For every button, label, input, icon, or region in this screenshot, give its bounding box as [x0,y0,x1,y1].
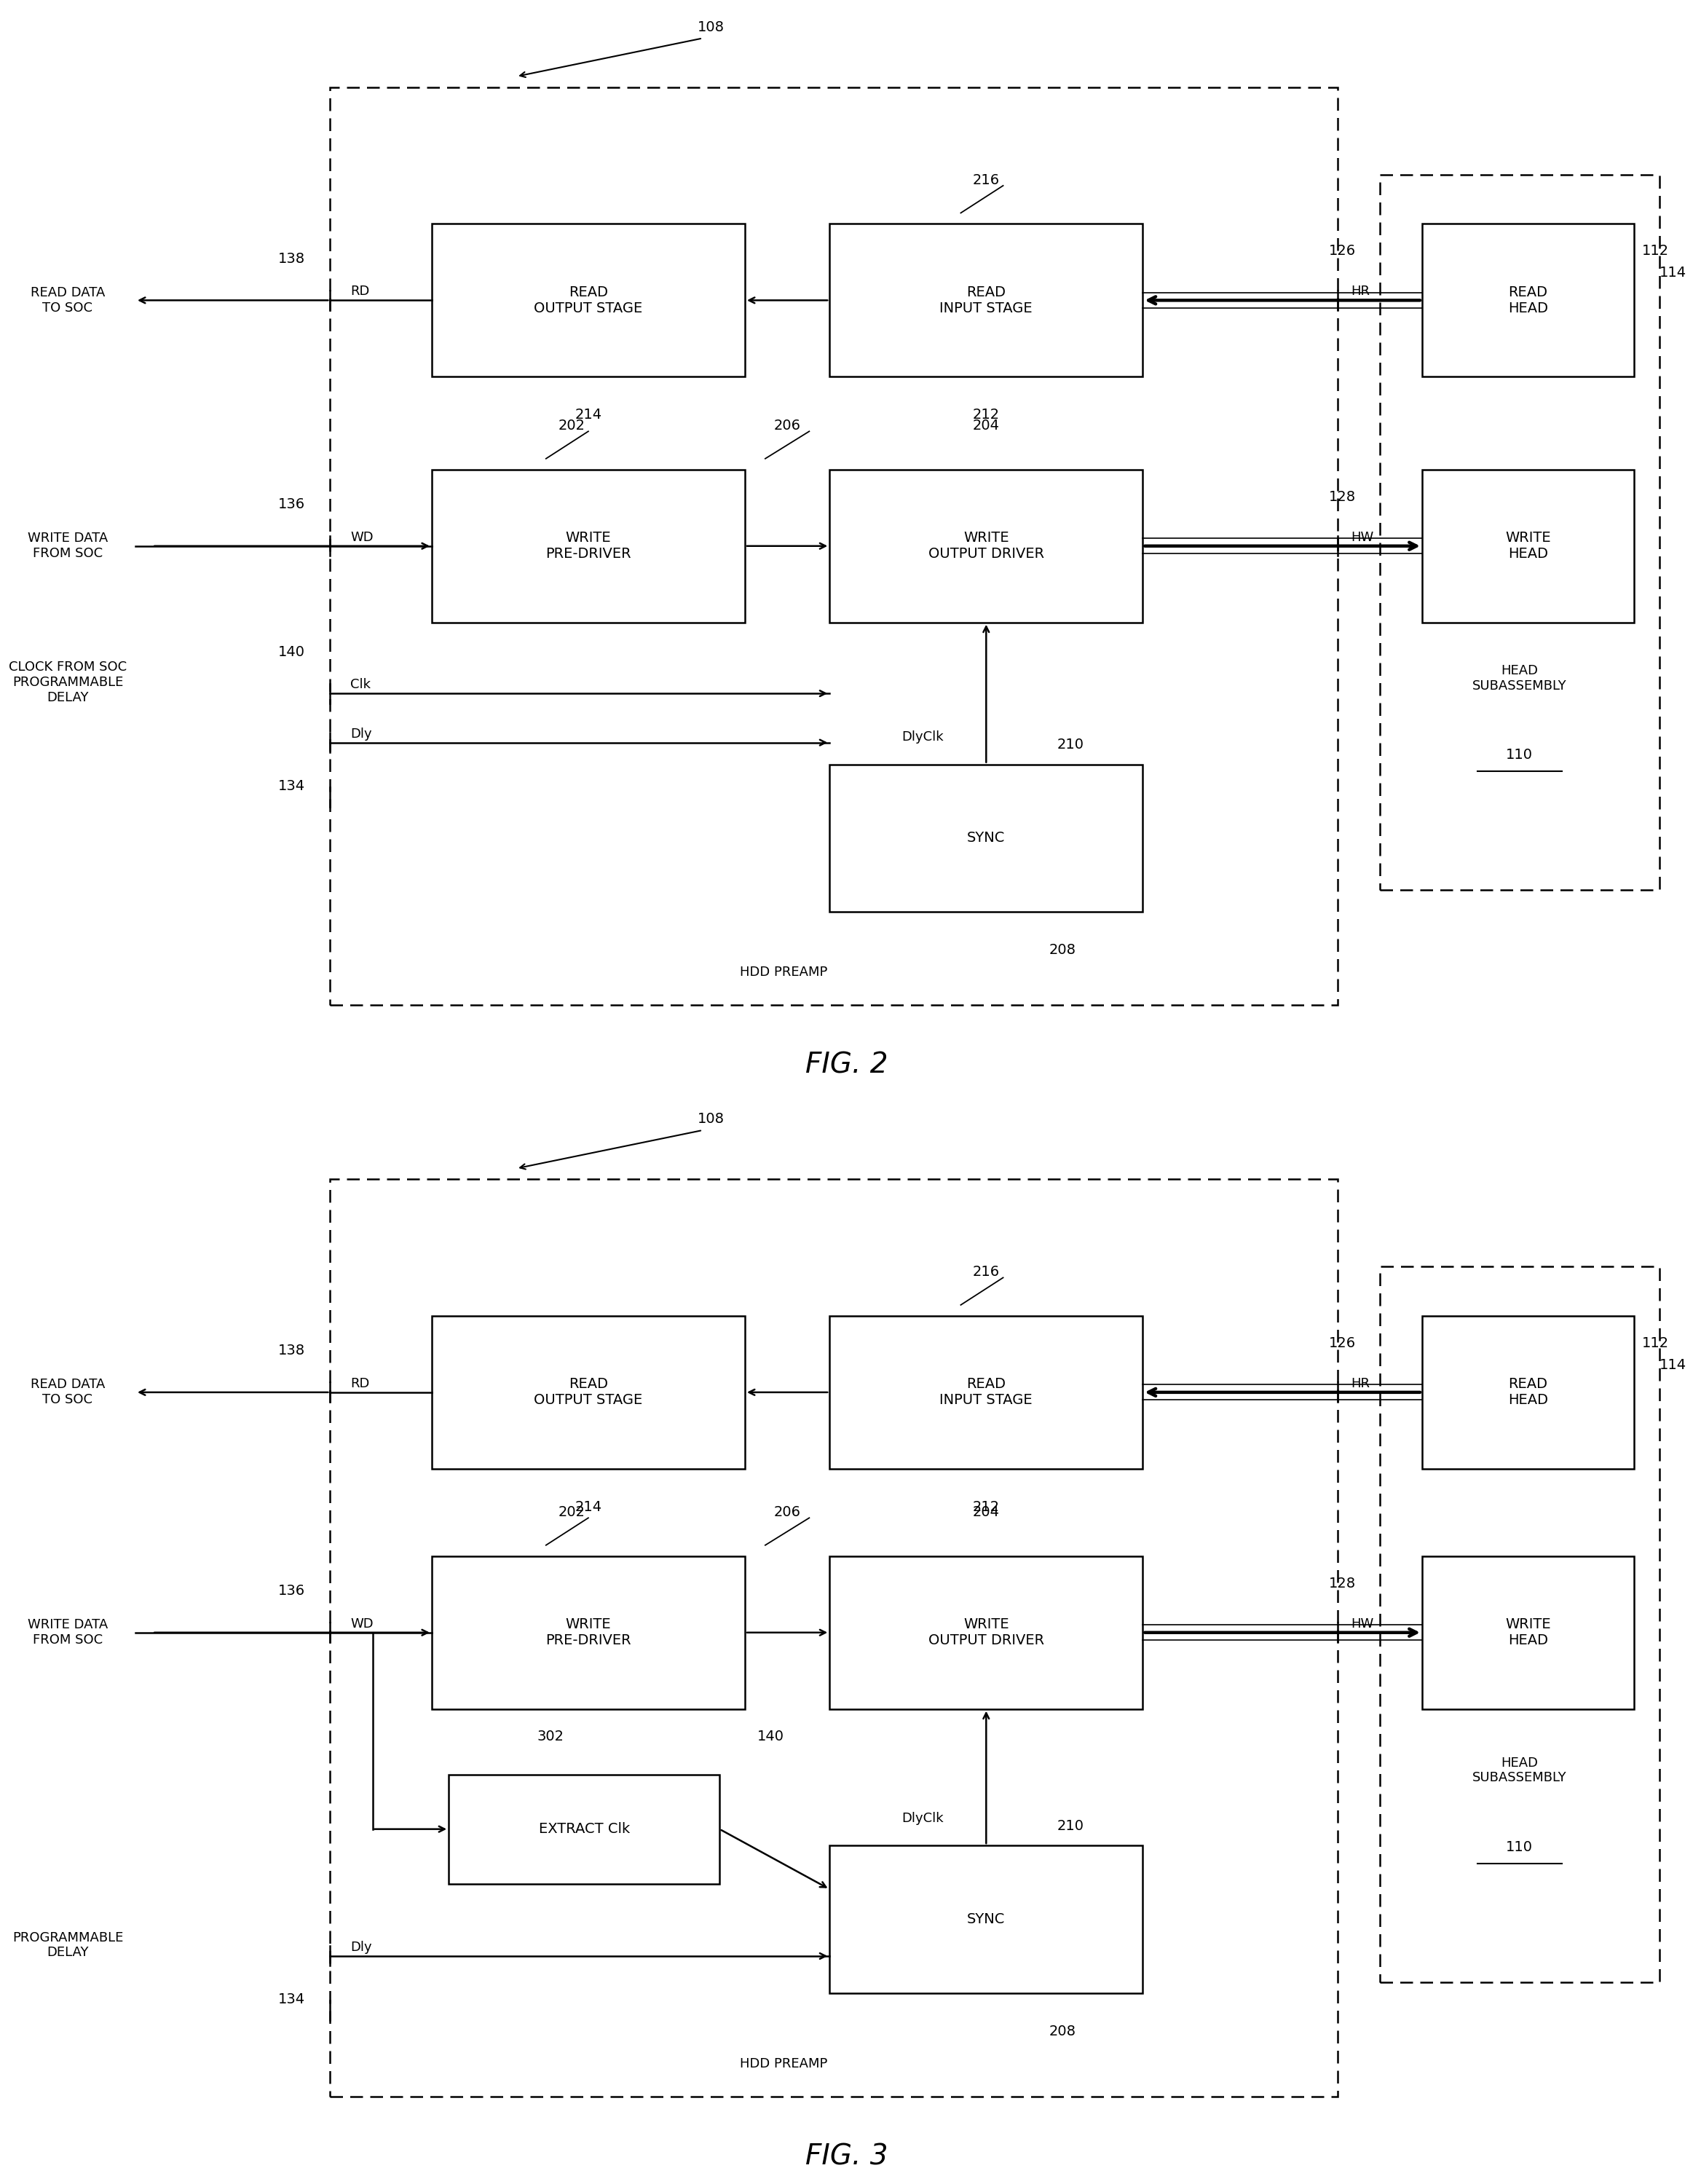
Bar [432,1555,745,1708]
Text: 212: 212 [973,408,999,422]
Text: RD: RD [350,284,369,299]
Text: READ
OUTPUT STAGE: READ OUTPUT STAGE [533,1378,643,1406]
Text: 114: 114 [1659,266,1686,280]
Text: 208: 208 [1050,943,1075,957]
Text: 134: 134 [278,1992,305,2007]
Text: HW: HW [1351,531,1373,544]
Text: 206: 206 [774,1505,801,1520]
Text: WRITE
OUTPUT DRIVER: WRITE OUTPUT DRIVER [928,531,1045,561]
Text: 128: 128 [1329,1577,1356,1590]
Text: HW: HW [1351,1616,1373,1631]
Text: 214: 214 [576,1500,601,1514]
Text: READ
HEAD: READ HEAD [1508,286,1547,314]
Text: EXTRACT Clk: EXTRACT Clk [538,1821,630,1837]
Bar [432,470,745,622]
Text: HR: HR [1351,1376,1370,1391]
Bar [830,764,1143,913]
Text: WRITE DATA
FROM SOC: WRITE DATA FROM SOC [27,1618,108,1647]
Bar [830,1845,1143,1992]
Text: 128: 128 [1329,489,1356,505]
Text: 214: 214 [576,408,601,422]
Text: 210: 210 [1058,738,1084,751]
Text: RD: RD [350,1376,369,1391]
Text: 302: 302 [537,1730,564,1743]
Text: WRITE DATA
FROM SOC: WRITE DATA FROM SOC [27,533,108,559]
Text: DlyClk: DlyClk [902,729,945,745]
Text: 204: 204 [973,1505,999,1520]
Text: HEAD
SUBASSEMBLY: HEAD SUBASSEMBLY [1473,1756,1566,1784]
Text: WRITE
PRE-DRIVER: WRITE PRE-DRIVER [545,1618,631,1647]
Text: 110: 110 [1507,747,1532,762]
Text: HDD PREAMP: HDD PREAMP [740,965,828,978]
Bar [432,1315,745,1470]
Text: 108: 108 [698,1112,725,1127]
Text: 208: 208 [1050,2025,1075,2038]
Text: 108: 108 [698,20,725,35]
Text: READ DATA
TO SOC: READ DATA TO SOC [30,1378,105,1406]
Text: 112: 112 [1642,1337,1669,1350]
Text: Dly: Dly [350,1942,372,1955]
Text: DlyClk: DlyClk [902,1811,945,1826]
Text: PROGRAMMABLE
DELAY: PROGRAMMABLE DELAY [12,1931,124,1959]
Text: HEAD
SUBASSEMBLY: HEAD SUBASSEMBLY [1473,664,1566,692]
Text: Clk: Clk [350,677,371,692]
Bar [1380,175,1659,891]
Bar [432,225,745,376]
Text: 126: 126 [1329,245,1356,258]
Bar [1422,1555,1634,1708]
Text: 140: 140 [757,1730,784,1743]
Text: SYNC: SYNC [967,1913,1006,1926]
Text: FIG. 2: FIG. 2 [806,1051,887,1079]
Text: WRITE
OUTPUT DRIVER: WRITE OUTPUT DRIVER [928,1618,1045,1647]
Text: 210: 210 [1058,1819,1084,1832]
Text: 134: 134 [278,780,305,793]
Text: WD: WD [350,1616,374,1631]
Text: 112: 112 [1642,245,1669,258]
Text: HR: HR [1351,284,1370,299]
Text: WRITE
HEAD: WRITE HEAD [1505,531,1551,561]
Text: 206: 206 [774,419,801,432]
Text: 216: 216 [973,173,999,188]
Bar [1422,225,1634,376]
Text: WD: WD [350,531,374,544]
Text: FIG. 3: FIG. 3 [806,2143,887,2171]
Bar [830,225,1143,376]
Bar [830,1315,1143,1470]
Text: Dly: Dly [350,727,372,740]
Text: WRITE
PRE-DRIVER: WRITE PRE-DRIVER [545,531,631,561]
Text: 202: 202 [559,1505,584,1520]
Text: 138: 138 [278,251,305,266]
Bar [830,470,1143,622]
Text: 110: 110 [1507,1839,1532,1854]
Text: 140: 140 [278,644,305,660]
Bar [449,1773,720,1883]
Text: 136: 136 [278,498,305,511]
Bar [330,1179,1337,2097]
Text: 136: 136 [278,1583,305,1599]
Text: SYNC: SYNC [967,832,1006,845]
Bar [1422,470,1634,622]
Text: 202: 202 [559,419,584,432]
Text: READ
INPUT STAGE: READ INPUT STAGE [940,1378,1033,1406]
Text: 114: 114 [1659,1358,1686,1372]
Text: 126: 126 [1329,1337,1356,1350]
Bar [330,87,1337,1005]
Text: READ DATA
TO SOC: READ DATA TO SOC [30,286,105,314]
Text: 138: 138 [278,1343,305,1358]
Text: READ
HEAD: READ HEAD [1508,1378,1547,1406]
Text: CLOCK FROM SOC
PROGRAMMABLE
DELAY: CLOCK FROM SOC PROGRAMMABLE DELAY [8,662,127,703]
Text: 216: 216 [973,1265,999,1280]
Text: 204: 204 [973,419,999,432]
Bar [1380,1267,1659,1983]
Text: READ
INPUT STAGE: READ INPUT STAGE [940,286,1033,314]
Text: 212: 212 [973,1500,999,1514]
Bar [1422,1315,1634,1470]
Text: WRITE
HEAD: WRITE HEAD [1505,1618,1551,1647]
Bar [830,1555,1143,1708]
Text: HDD PREAMP: HDD PREAMP [740,2057,828,2070]
Text: READ
OUTPUT STAGE: READ OUTPUT STAGE [533,286,643,314]
